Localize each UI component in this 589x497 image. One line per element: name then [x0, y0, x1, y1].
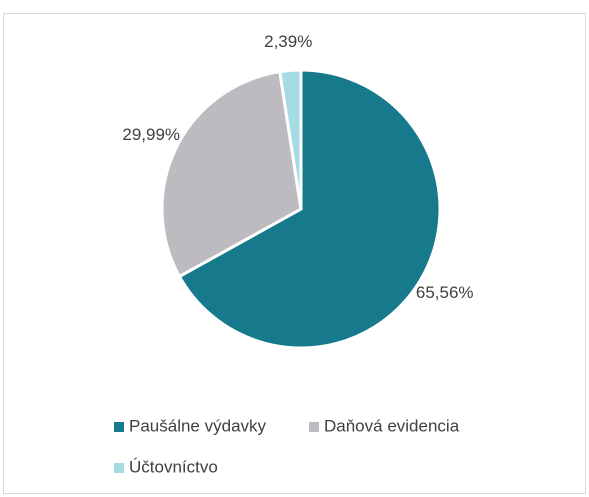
pie-slice: [160, 69, 303, 279]
legend-swatch: [309, 422, 319, 432]
legend-label: Účtovníctvo: [129, 457, 218, 476]
data-label: 29,99%: [122, 125, 180, 144]
pie-slice: [177, 68, 442, 350]
legend-swatch: [114, 463, 124, 473]
data-label: 65,56%: [416, 283, 474, 302]
legend-label: Daňová evidencia: [324, 416, 460, 435]
pie-slice: [278, 68, 303, 210]
data-label: 2,39%: [264, 32, 312, 51]
legend-swatch: [114, 422, 124, 432]
legend-label: Paušálne výdavky: [129, 416, 267, 435]
